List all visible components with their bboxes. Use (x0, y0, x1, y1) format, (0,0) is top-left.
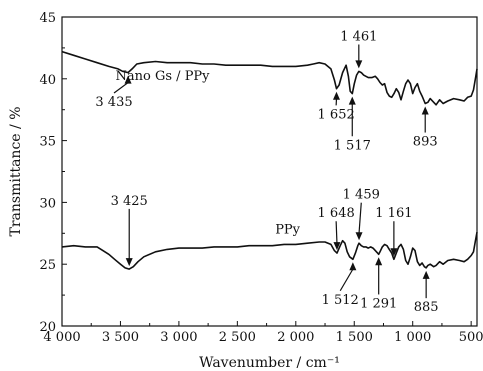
annotation-arrow-head (332, 91, 340, 100)
x-tick-label: 2 000 (277, 330, 314, 345)
x-tick-label: 1 000 (394, 330, 431, 345)
annotation-layer: 3 435 1 461 1 652 1 517 893 3 425 1 648 1 459 1 … (95, 29, 438, 315)
annotation-label: 1 512 (322, 293, 359, 308)
y-tick-label: 40 (39, 73, 56, 88)
annotation-label: 3 435 (95, 95, 132, 110)
series-line-nano-gs-ppy (61, 50, 478, 106)
annotation-label: 885 (414, 300, 439, 315)
annotation-arrow-head (390, 248, 398, 257)
annotation-arrow-shaft (339, 268, 354, 292)
annotation-arrow-head (125, 258, 133, 267)
annotation-label: 1 161 (375, 206, 412, 221)
y-tick-label: 30 (39, 196, 56, 211)
y-tick-label: 45 (39, 11, 56, 26)
annotation-arrow-head (375, 257, 383, 266)
annotation-arrow-shaft (358, 202, 362, 234)
annotation-label: 1 517 (334, 138, 371, 153)
annotation-label: 3 425 (111, 194, 148, 209)
annotation-label: 1 648 (318, 206, 355, 221)
peak-annotation: 885 (414, 270, 439, 315)
annotation-label: 1 459 (343, 188, 380, 203)
peak-annotation: 1 291 (360, 257, 397, 311)
annotation-arrow-head (349, 262, 357, 271)
series-layer: Nano Gs / PPy PPy (61, 50, 478, 270)
y-tick-label: 35 (39, 135, 56, 150)
annotation-arrow-shaft (335, 221, 338, 244)
peak-annotation: 893 (413, 106, 438, 150)
series-line-ppy (61, 231, 478, 270)
x-tick-label: 2 500 (219, 330, 256, 345)
y-tick-label: 20 (39, 320, 56, 335)
peak-annotation: 1 648 (318, 206, 355, 251)
annotation-arrow-head (422, 270, 430, 279)
x-tick-label: 1 500 (336, 330, 373, 345)
y-axis: 20 25 30 35 40 45 (39, 11, 67, 335)
annotation-arrow-head (348, 96, 356, 105)
plot-frame (61, 16, 478, 327)
peak-annotation: 1 459 (343, 188, 380, 241)
x-tick-label: 500 (459, 330, 483, 345)
x-tick-label: 4 000 (43, 330, 80, 345)
peak-annotation: 1 512 (322, 262, 359, 308)
series-label-nano-gs-ppy: Nano Gs / PPy (116, 69, 211, 84)
peak-annotation: 3 435 (95, 75, 133, 110)
peak-annotation: 1 461 (340, 29, 377, 69)
x-axis-title: Wavenumber / cm⁻¹ (199, 355, 340, 371)
annotation-label: 1 291 (360, 296, 397, 311)
peak-annotation: 3 425 (111, 194, 148, 267)
annotation-arrow-head (355, 60, 363, 69)
annotation-arrow-head (421, 106, 429, 115)
annotation-label: 1 652 (318, 107, 355, 122)
annotation-label: 1 461 (340, 29, 377, 44)
annotation-label: 893 (413, 135, 438, 150)
x-axis: 4 000 3 500 3 000 2 500 2 000 1 500 1 000 500 (43, 321, 483, 345)
y-axis-title: Transmittance / % (8, 107, 24, 237)
annotation-arrow-head (333, 242, 341, 251)
x-tick-label: 3 500 (102, 330, 139, 345)
series-label-ppy: PPy (275, 222, 300, 237)
y-tick-label: 25 (39, 258, 56, 273)
annotation-arrow-shaft (113, 82, 129, 94)
peak-annotation: 1 517 (334, 96, 371, 153)
peak-annotation: 1 652 (318, 91, 355, 122)
peak-annotation: 1 161 (375, 206, 412, 257)
x-tick-label: 3 000 (160, 330, 197, 345)
annotation-arrow-head (355, 232, 363, 241)
annotation-arrow-head (124, 75, 132, 84)
